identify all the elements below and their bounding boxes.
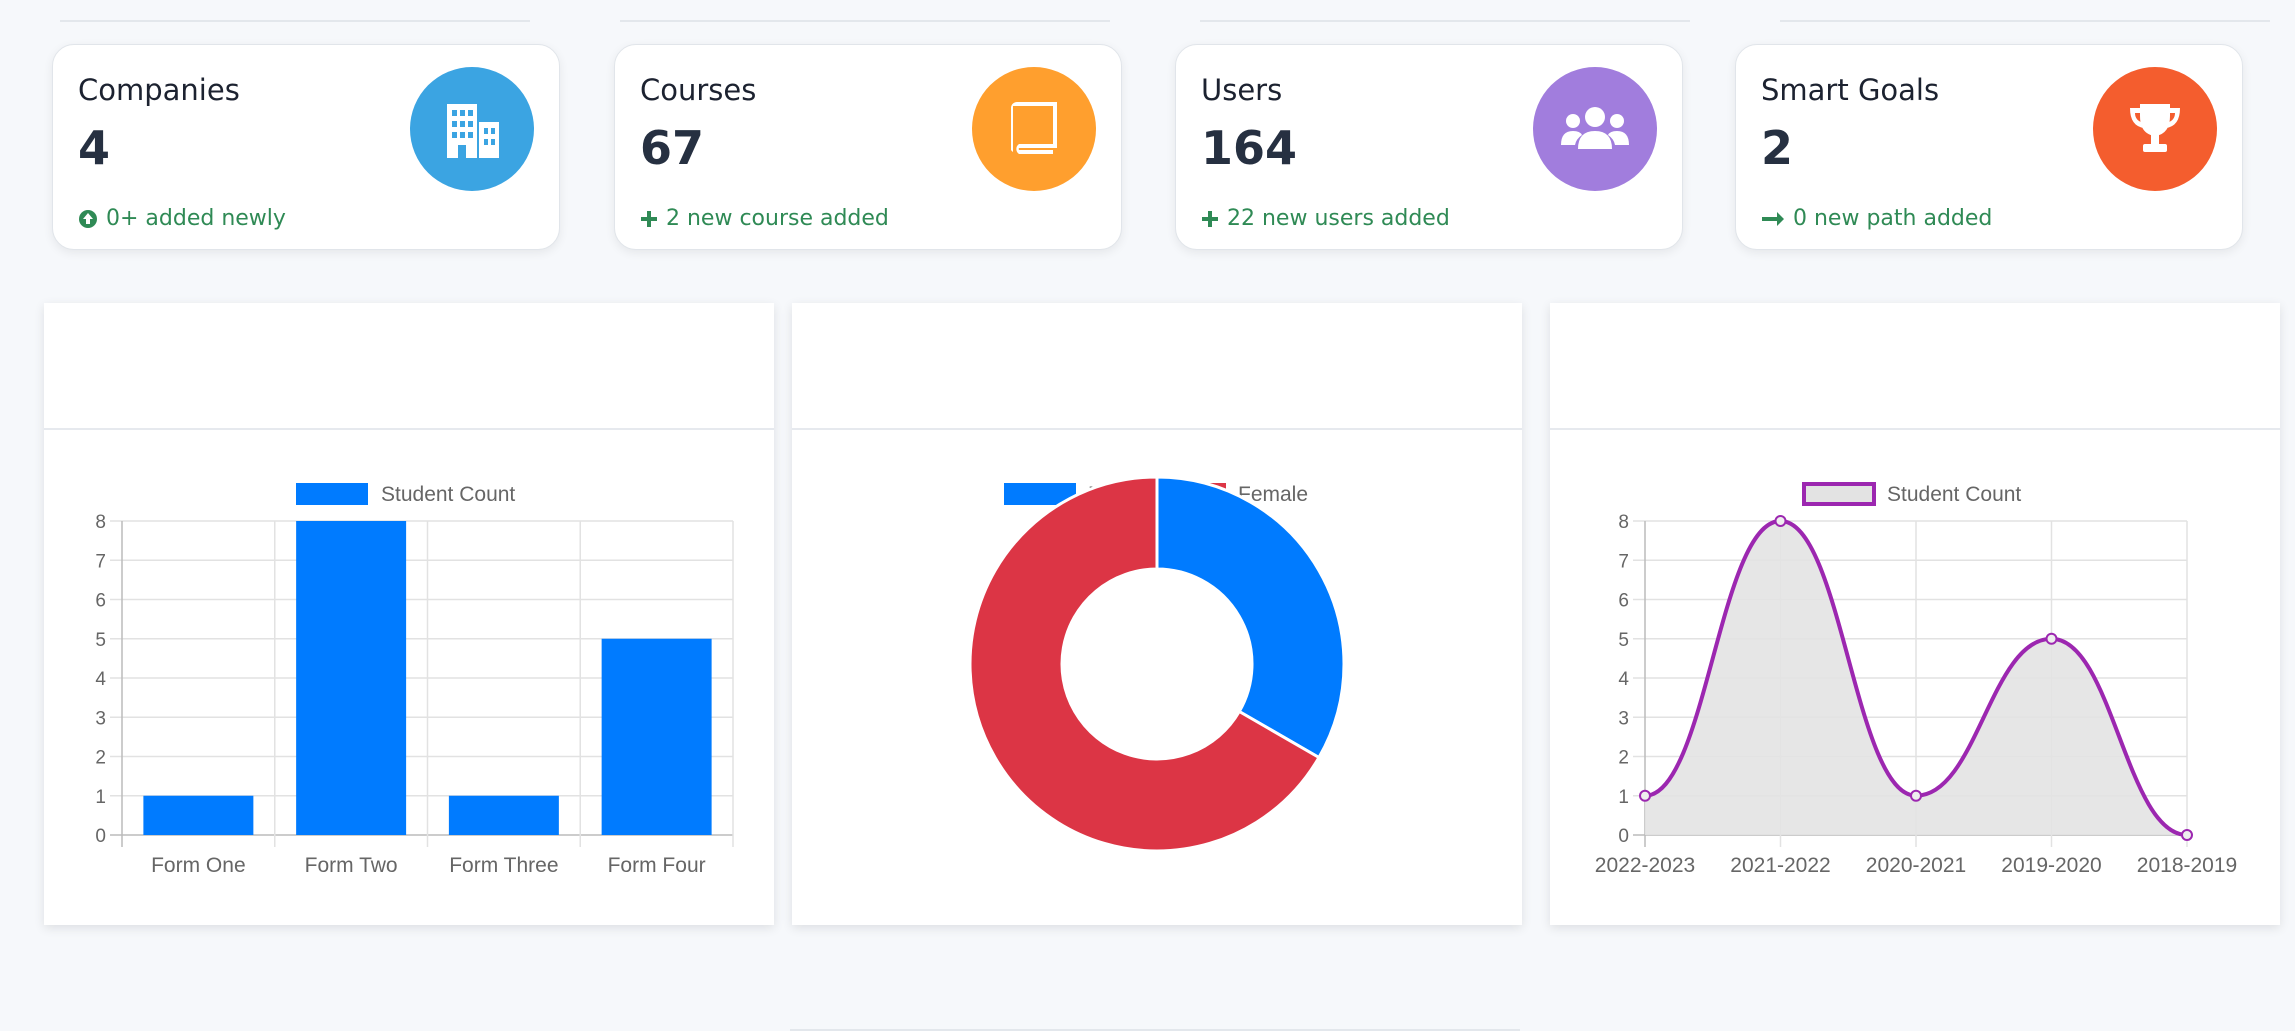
y-tick-label: 7 [1618,551,1629,572]
data-point [1774,515,1787,527]
bar [143,795,254,835]
y-tick-label: 4 [1618,669,1629,690]
data-point [1639,789,1651,802]
stat-card-smart-goals: Smart Goals 2 0 new path added [1735,44,2243,250]
card-header [1550,303,2280,430]
y-tick-label: 0 [1618,826,1629,847]
y-tick-label: 2 [1618,748,1629,769]
area-fill [1645,521,2187,835]
building-icon [447,104,499,158]
x-tick-label: 2020-2021 [1866,854,1966,877]
x-tick-label: Form One [151,854,246,877]
bar [448,795,559,835]
stat-note: 2 new course added [640,206,889,231]
y-tick-label: 5 [95,630,106,651]
y-tick-label: 4 [95,669,106,690]
bar [601,638,712,835]
stat-note-text: 0+ added newly [106,206,286,231]
legend-swatch [1004,483,1076,505]
doughnut-chart-card: MaleFemale [792,303,1522,925]
bar-chart-card: Student Count 0 1 2 3 4 5 6 7 8 Form One Form Two Fo… [44,303,774,925]
doughnut-slice [968,475,1321,853]
y-tick-label: 3 [1618,708,1629,729]
y-tick-label: 5 [1618,630,1629,651]
x-tick-label: Form Four [608,854,706,877]
stat-title: Companies [78,73,240,107]
y-tick-label: 6 [1618,591,1629,612]
plus-icon [641,210,657,227]
y-tick-label: 2 [95,748,106,769]
legend-label: Student Count [1887,483,2021,506]
stat-note: 0 new path added [1761,206,1992,231]
stat-title: Smart Goals [1761,73,1940,107]
data-point [2045,632,2058,645]
stat-note-text: 22 new users added [1227,206,1450,231]
users-icon [1561,107,1629,149]
trophy-icon [2130,104,2180,152]
arrow-right-icon [1762,211,1784,226]
top-divider [60,20,530,22]
doughnut-slice [1155,475,1346,760]
bar-chart: Student Count 0 1 2 3 4 5 6 7 8 Form One Form Two Fo… [95,483,734,877]
stat-note: 22 new users added [1201,206,1450,231]
x-tick-label: 2021-2022 [1730,854,1830,877]
bar [296,521,407,835]
y-tick-label: 6 [95,591,106,612]
stat-title: Users [1201,73,1283,107]
x-tick-label: 2019-2020 [2001,854,2101,877]
stat-value: 67 [640,121,705,175]
y-tick-label: 1 [1618,787,1629,808]
stat-note: 0+ added newly [78,206,286,231]
stat-note-text: 2 new course added [666,206,889,231]
x-tick-label: Form Three [449,854,558,877]
stat-card-courses: Courses 67 2 new course added [614,44,1122,250]
card-header [44,303,774,430]
card-header [792,303,1522,430]
stat-icon-badge [972,67,1096,191]
arrow-up-circle-icon [79,209,97,228]
y-tick-label: 1 [95,787,106,808]
stat-title: Courses [640,73,757,107]
legend-label: Student Count [381,483,515,506]
stat-card-companies: Companies 4 0+ added newly [52,44,560,250]
stat-icon-badge [2093,67,2217,191]
legend-swatch [296,483,368,505]
line-chart: Student Count 0 1 2 3 4 5 6 7 8 2022-2023 2021-2022… [1595,482,2237,877]
data-point [2181,829,2193,841]
stat-card-users: Users 164 22 new users added [1175,44,1683,250]
stat-value: 4 [78,121,111,175]
line-chart-card: Student Count 0 1 2 3 4 5 6 7 8 2022-2023 2021-2022… [1550,303,2280,925]
stat-icon-badge [410,67,534,191]
y-tick-label: 0 [95,826,106,847]
legend-swatch [1802,482,1876,506]
y-tick-label: 7 [95,551,106,572]
y-tick-label: 8 [95,512,106,533]
stat-value: 2 [1761,121,1794,175]
y-tick-label: 8 [1618,512,1629,533]
data-point [1910,789,1922,802]
top-divider [620,20,1110,22]
x-tick-label: Form Two [305,854,398,877]
stat-note-text: 0 new path added [1793,206,1993,231]
y-tick-label: 3 [95,708,106,729]
series-line [1644,518,2188,837]
x-tick-label: 2022-2023 [1595,854,1695,877]
legend-label: Female [1238,483,1308,506]
book-icon [1011,102,1057,154]
plus-icon [1202,210,1218,227]
stat-icon-badge [1533,67,1657,191]
stat-value: 164 [1201,121,1298,175]
doughnut-chart: MaleFemale [968,475,1346,853]
top-divider [1200,20,1690,22]
x-tick-label: 2018-2019 [2137,854,2237,877]
top-divider [1780,20,2270,22]
bottom-divider [790,1029,1520,1031]
